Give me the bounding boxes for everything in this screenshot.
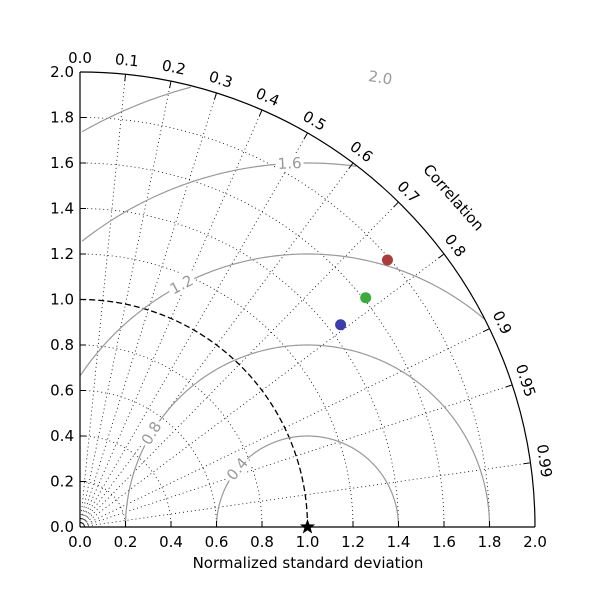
reference-star-marker: [299, 519, 316, 534]
x-tick-label: 0.8: [250, 533, 274, 551]
std-grid-arc: [79, 117, 490, 528]
y-tick-label: 2.0: [50, 63, 74, 81]
y-tick-label: 0.2: [50, 473, 74, 491]
correlation-tick-label: 0.0: [68, 49, 92, 67]
correlation-tick: [482, 328, 490, 333]
x-tick-label: 1.4: [387, 533, 411, 551]
x-tick-label: 1.8: [478, 533, 502, 551]
rms-contour: [80, 253, 486, 376]
correlation-tick: [213, 92, 217, 100]
rms-contour-label: 1.6: [277, 154, 302, 173]
std-grid-arc: [79, 390, 217, 528]
x-tick-label: 0.6: [205, 533, 229, 551]
std-grid-arc: [79, 481, 126, 528]
correlation-tick-label: 0.9: [489, 308, 516, 337]
std-grid-arc: [79, 435, 172, 528]
y-tick-label: 1.8: [50, 109, 74, 127]
x-tick-label: 0.2: [114, 533, 138, 551]
correlation-tick: [258, 109, 263, 117]
correlation-tick: [505, 384, 513, 388]
data-point: [360, 292, 372, 304]
correlation-tick: [169, 81, 172, 89]
rms-label-bg: [164, 269, 198, 299]
correlation-axis-arc: [79, 71, 536, 528]
correlation-tick: [303, 132, 308, 140]
grid-layer: [79, 74, 531, 528]
correlation-tick-label: 0.3: [207, 67, 235, 91]
rms-contour: [215, 435, 400, 527]
correlation-tick: [124, 74, 126, 82]
axes-layer: [79, 71, 536, 528]
y-tick-label: 0.6: [50, 382, 74, 400]
y-tick-label: 1.6: [50, 154, 74, 172]
correlation-axis-title: Correlation: [419, 161, 487, 235]
data-point: [335, 319, 347, 331]
rms-label-bg: [135, 416, 166, 450]
y-tick-label: 1.4: [50, 200, 74, 218]
correlation-tick-label: 0.1: [114, 50, 140, 70]
correlation-grid-line: [79, 92, 217, 528]
point-layer: [299, 254, 393, 534]
rms-contour-layer: 0.40.81.21.62.0: [80, 65, 491, 528]
correlation-tick-label: 0.99: [533, 443, 556, 479]
x-tick-label: 0.0: [68, 533, 92, 551]
correlation-tick-label: 0.95: [512, 362, 540, 399]
rms-label-bg: [275, 152, 304, 173]
correlation-tick: [348, 162, 354, 169]
x-tick-label: 1.0: [296, 533, 320, 551]
correlation-tick-label: 0.2: [160, 56, 187, 78]
y-tick-label: 0.4: [50, 427, 74, 445]
y-tick-label: 1.2: [50, 245, 74, 263]
x-tick-label: 0.4: [159, 533, 183, 551]
x-tick-label: 1.2: [341, 533, 365, 551]
y-tick-label: 0.8: [50, 336, 74, 354]
correlation-tick: [523, 462, 531, 465]
rms-label-bg: [365, 65, 396, 89]
correlation-tick: [438, 253, 445, 259]
correlation-tick-label: 0.4: [253, 84, 282, 110]
x-tick-label: 2.0: [523, 533, 547, 551]
y-tick-label: 0.0: [50, 518, 74, 536]
std-grid-arc: [79, 162, 445, 528]
rms-contour: [81, 162, 357, 242]
rms-contour-label: 2.0: [367, 67, 393, 89]
data-point: [381, 254, 393, 266]
label-layer: 0.0 0.2 0.4 0.6 0.8 1.0 1.2 1.4 1.6 1.8 2.00.00.20…: [50, 49, 555, 551]
x-axis-title: Normalized standard deviation: [193, 554, 424, 572]
rms-label-bg: [220, 451, 253, 485]
x-tick-label: 1.6: [432, 533, 456, 551]
y-tick-label: 1.0: [50, 291, 74, 309]
std-grid-arc: [79, 253, 354, 528]
correlation-tick: [393, 201, 399, 208]
std-grid-arc: [79, 344, 263, 528]
rms-contour: [81, 86, 192, 133]
